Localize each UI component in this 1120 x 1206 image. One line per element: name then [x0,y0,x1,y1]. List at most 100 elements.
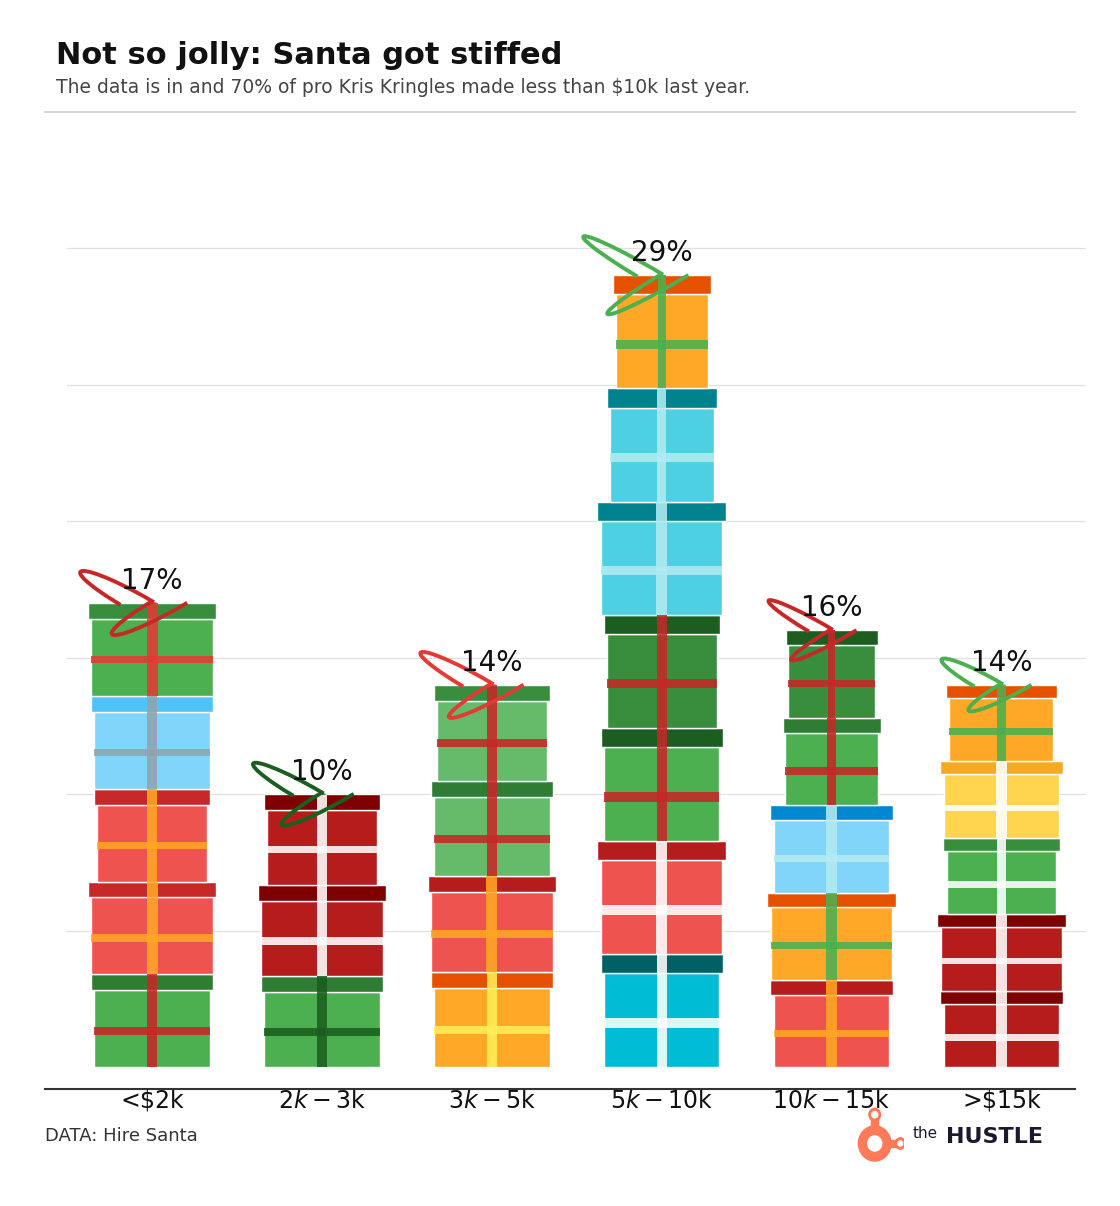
Bar [609,452,713,462]
Bar [428,876,557,892]
Bar [268,845,376,854]
Bar [656,973,666,1067]
Bar [944,804,1060,812]
Text: 14%: 14% [461,649,523,677]
Bar [487,701,497,780]
Bar [258,885,386,901]
Bar [616,294,708,388]
Bar [601,860,722,954]
Bar [87,603,216,619]
Bar [91,974,213,990]
Bar [771,806,893,820]
Bar [147,804,157,882]
Bar [601,521,722,615]
Bar [944,1035,1060,1041]
Bar [317,901,327,977]
Bar [613,275,711,294]
Text: The data is in and 70% of pro Kris Kringles made less than $10k last year.: The data is in and 70% of pro Kris Kring… [56,78,750,98]
Bar [601,906,722,914]
Bar [656,521,668,615]
Bar [771,942,893,949]
Bar [604,1019,719,1028]
Bar [486,892,497,972]
Bar [97,842,207,849]
Bar [997,851,1007,914]
Bar [788,645,875,718]
Bar [616,340,708,349]
Bar [997,991,1007,1003]
Bar [486,876,497,892]
Bar [92,897,213,974]
Text: 17%: 17% [121,567,183,595]
Bar [609,408,713,502]
Bar [996,914,1007,927]
Bar [941,958,1062,964]
Bar [600,954,722,973]
Bar [317,795,327,809]
Circle shape [997,684,1006,685]
Circle shape [898,1141,903,1146]
Bar [607,634,717,728]
Bar [601,566,722,575]
Bar [147,619,158,696]
Bar [997,698,1006,761]
Bar [771,980,893,995]
Text: HUSTLE: HUSTLE [946,1128,1044,1147]
Bar [97,804,207,882]
Bar [433,685,550,701]
Text: the: the [913,1126,937,1141]
Bar [431,780,553,797]
Bar [657,408,666,502]
Bar [946,685,1056,698]
Bar [997,761,1007,774]
Bar [317,809,327,885]
Bar [147,789,157,804]
Bar [487,988,497,1067]
Bar [656,502,668,521]
Bar [147,974,157,990]
Bar [264,991,380,1067]
Circle shape [868,1136,881,1151]
Bar [147,990,157,1067]
Text: 16%: 16% [801,595,862,622]
Bar [604,792,719,802]
Bar [604,747,719,841]
Bar [941,991,1063,1003]
Bar [147,882,158,897]
Bar [828,732,836,806]
Bar [771,907,893,980]
Bar [828,718,836,732]
Circle shape [869,1108,880,1120]
Bar [827,980,837,995]
Bar [774,995,889,1067]
Bar [94,789,211,804]
Bar [147,696,157,712]
Bar [261,977,383,991]
Bar [937,914,1066,927]
Bar [437,739,547,748]
Bar [828,631,836,645]
Bar [656,728,666,747]
Text: 10%: 10% [291,759,353,786]
Bar [941,927,1062,991]
Bar [317,991,327,1067]
Bar [604,973,719,1067]
Bar [261,937,383,944]
Bar [944,774,1060,838]
Text: DATA: Hire Santa: DATA: Hire Santa [45,1128,197,1144]
Bar [944,1003,1060,1067]
Bar [92,935,213,942]
Bar [656,615,666,634]
Bar [657,275,666,294]
Bar [431,892,552,972]
Bar [94,1028,209,1035]
Bar [785,732,878,806]
Bar [827,806,837,820]
Bar [487,797,497,876]
Bar [767,892,896,907]
Circle shape [487,684,496,686]
Bar [435,797,550,876]
Bar [261,901,383,977]
Bar [435,835,550,843]
Bar [827,820,837,892]
